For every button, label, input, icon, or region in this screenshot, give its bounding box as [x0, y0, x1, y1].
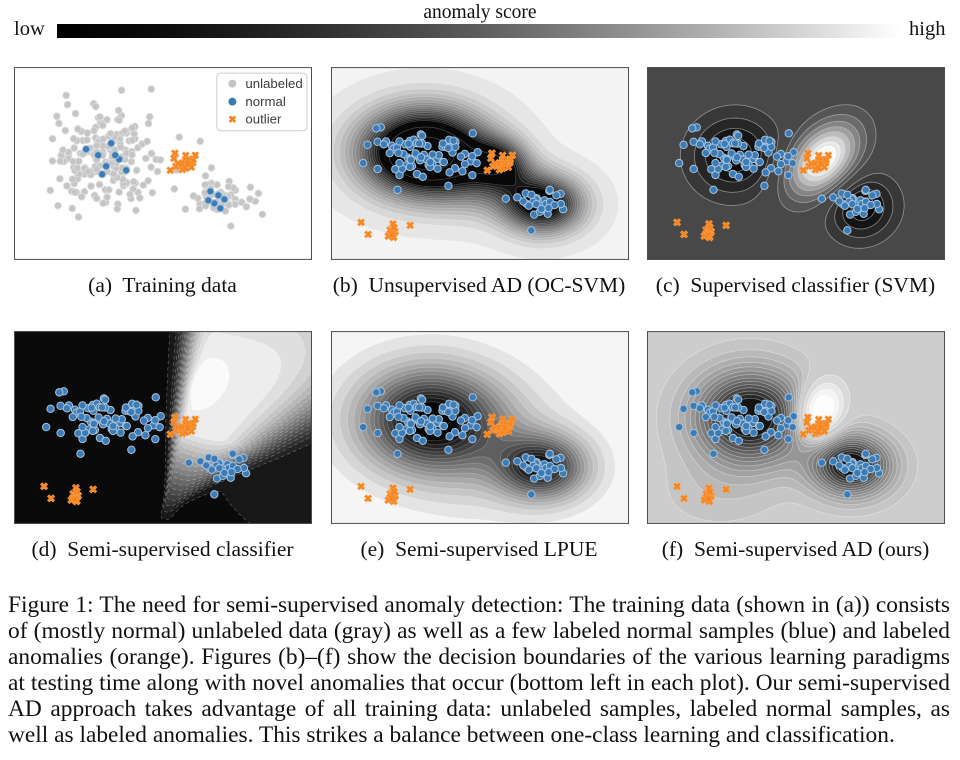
svg-text:normal: normal: [245, 94, 285, 109]
svg-text:unlabeled: unlabeled: [245, 76, 302, 91]
svg-text:outlier: outlier: [245, 112, 282, 127]
